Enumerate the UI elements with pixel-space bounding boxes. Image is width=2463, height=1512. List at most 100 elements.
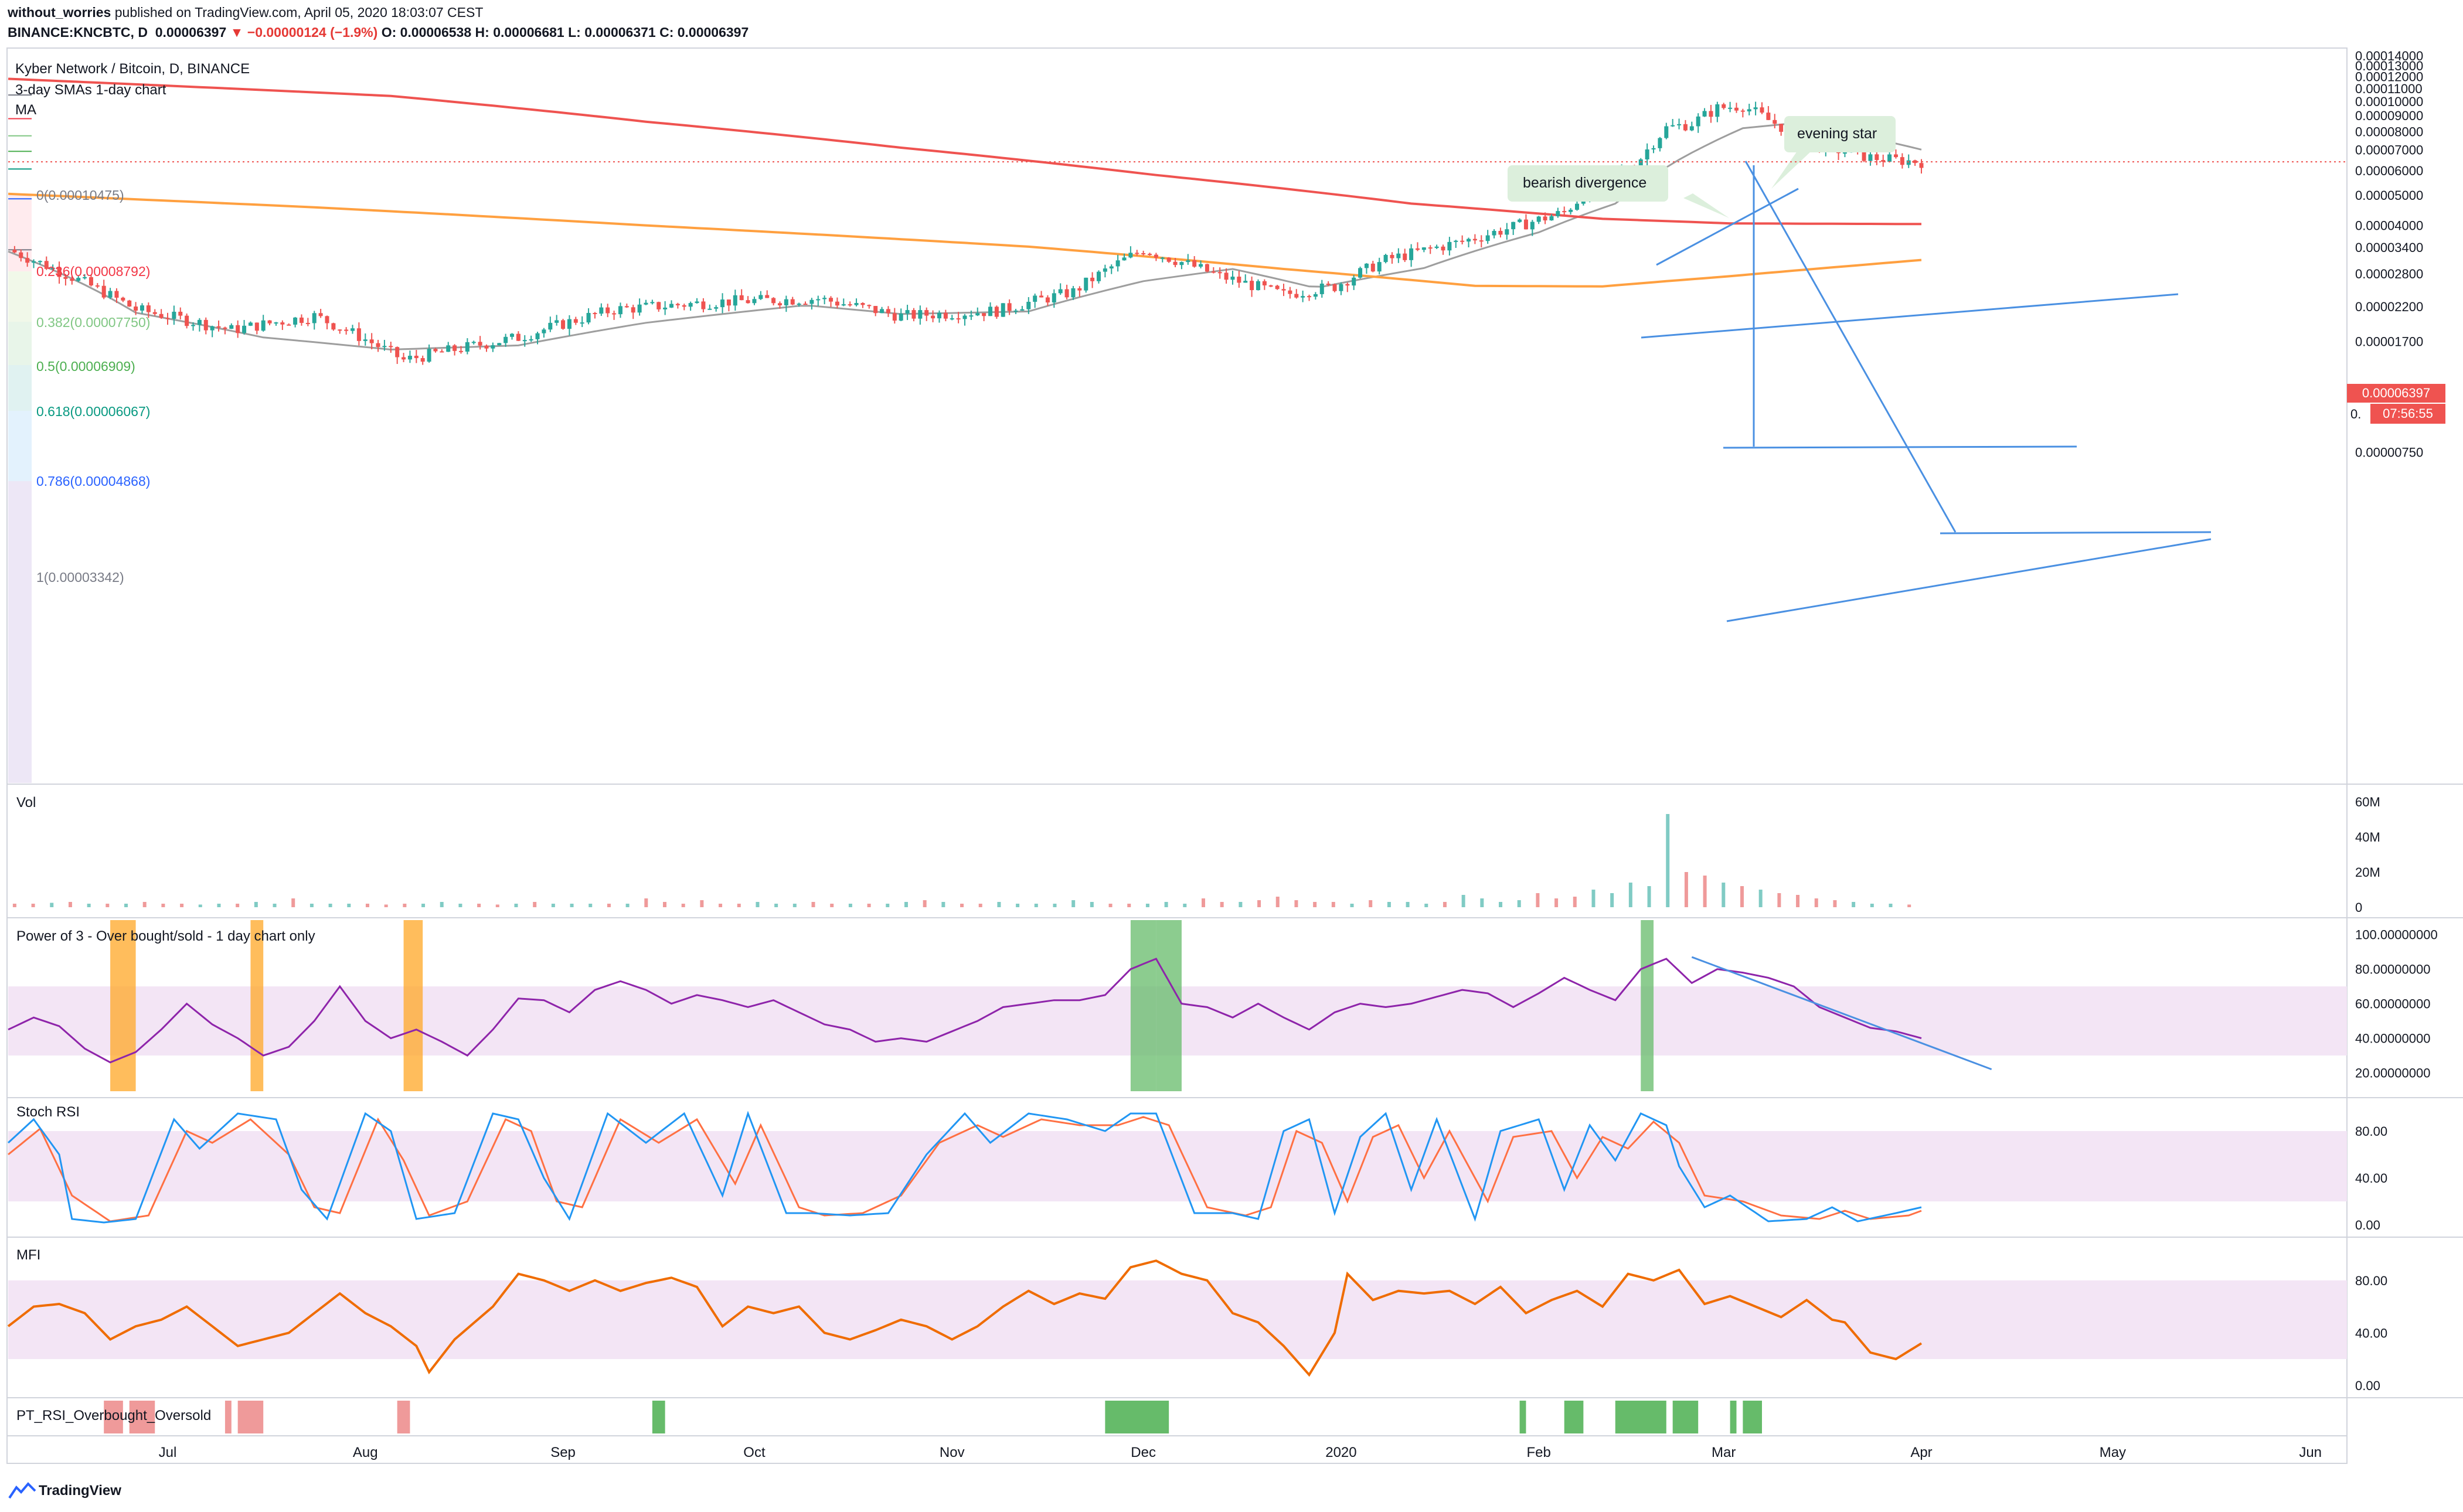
volume-bar[interactable] (1387, 902, 1391, 907)
candle-body[interactable] (1045, 297, 1050, 303)
volume-bar[interactable] (1127, 904, 1131, 907)
volume-bar[interactable] (1536, 893, 1540, 907)
candle-body[interactable] (305, 322, 310, 324)
candle-body[interactable] (962, 315, 967, 319)
candle-body[interactable] (1569, 209, 1573, 212)
candle-body[interactable] (918, 310, 923, 319)
volume-bar[interactable] (1406, 902, 1410, 907)
candle-body[interactable] (216, 326, 221, 328)
candle-body[interactable] (1262, 281, 1267, 285)
candle-body[interactable] (790, 299, 795, 305)
volume-bar[interactable] (551, 904, 555, 907)
candle-body[interactable] (988, 307, 993, 316)
candle-body[interactable] (1179, 262, 1184, 265)
power-trend-line[interactable] (1691, 956, 1992, 1071)
volume-bar[interactable] (1424, 904, 1428, 907)
candle-body[interactable] (491, 345, 495, 349)
candle-body[interactable] (1109, 266, 1114, 269)
bearish-divergence-callout[interactable]: bearish divergence (1508, 165, 1668, 202)
candle-body[interactable] (1893, 154, 1898, 158)
volume-bar[interactable] (941, 902, 945, 907)
candle-body[interactable] (280, 322, 285, 325)
pt-rsi-bar-10[interactable] (1672, 1401, 1699, 1433)
candle-body[interactable] (19, 252, 23, 258)
volume-bar[interactable] (960, 904, 964, 907)
candle-body[interactable] (867, 305, 872, 307)
candle-body[interactable] (618, 306, 622, 315)
volume-bar[interactable] (273, 904, 277, 907)
candle-body[interactable] (1715, 104, 1720, 117)
volume-bar[interactable] (1907, 904, 1911, 908)
volume-bar[interactable] (106, 904, 110, 907)
candle-body[interactable] (1256, 281, 1260, 291)
volume-bar[interactable] (1071, 900, 1076, 907)
candle-body[interactable] (433, 349, 438, 352)
candle-body[interactable] (873, 306, 878, 314)
candle-body[interactable] (351, 328, 355, 331)
candle-body[interactable] (89, 277, 93, 286)
candle-body[interactable] (1919, 163, 1924, 168)
volume-bar[interactable] (384, 904, 388, 908)
candle-body[interactable] (1319, 283, 1324, 294)
candle-body[interactable] (1033, 295, 1037, 302)
trend-line-5[interactable] (1940, 531, 2212, 534)
candle-body[interactable] (701, 301, 706, 309)
candle-body[interactable] (860, 303, 865, 305)
candle-body[interactable] (376, 343, 380, 348)
candle-body[interactable] (191, 325, 196, 326)
candle-body[interactable] (1530, 222, 1535, 230)
volume-bar[interactable] (1573, 897, 1577, 907)
volume-bar[interactable] (12, 904, 16, 907)
candle-body[interactable] (70, 278, 74, 281)
stoch-d-line[interactable] (8, 1116, 1922, 1222)
candle-body[interactable] (1906, 160, 1911, 165)
volume-bar[interactable] (1145, 904, 1149, 907)
volume-bar[interactable] (1591, 890, 1595, 907)
candle-body[interactable] (1887, 154, 1892, 162)
candle-body[interactable] (1403, 253, 1407, 260)
volume-bar[interactable] (31, 904, 35, 907)
candle-body[interactable] (784, 299, 788, 306)
trend-line-0[interactable] (1656, 188, 1799, 266)
candle-body[interactable] (38, 261, 42, 263)
candle-body[interactable] (605, 307, 610, 314)
volume-bar[interactable] (180, 904, 184, 907)
candle-body[interactable] (1115, 260, 1120, 267)
candle-body[interactable] (1007, 303, 1012, 311)
candle-body[interactable] (242, 325, 247, 333)
candle-body[interactable] (580, 322, 584, 324)
candle-body[interactable] (1230, 277, 1235, 280)
candle-body[interactable] (32, 261, 36, 263)
mfi-line[interactable] (7, 1259, 1923, 1377)
candle-body[interactable] (497, 343, 502, 346)
candle-body[interactable] (267, 320, 272, 323)
candle-body[interactable] (1313, 294, 1318, 297)
candle-body[interactable] (1683, 124, 1688, 131)
volume-bar[interactable] (161, 904, 165, 907)
candle-body[interactable] (554, 320, 559, 323)
candle-body[interactable] (338, 329, 342, 331)
candle-body[interactable] (1217, 272, 1222, 274)
candle-body[interactable] (356, 328, 361, 341)
volume-bar[interactable] (328, 904, 332, 907)
candle-body[interactable] (1090, 277, 1095, 281)
volume-bar[interactable] (663, 902, 667, 907)
candle-body[interactable] (937, 312, 941, 319)
candle-body[interactable] (1103, 268, 1107, 272)
candle-body[interactable] (1773, 120, 1777, 124)
candle-body[interactable] (1677, 124, 1682, 125)
volume-bar[interactable] (978, 904, 982, 907)
mfi-pane[interactable] (7, 1259, 2347, 1377)
candle-body[interactable] (1740, 110, 1745, 112)
candle-body[interactable] (185, 315, 189, 326)
pt-rsi-bar-7[interactable] (1519, 1401, 1526, 1433)
candle-body[interactable] (522, 340, 527, 342)
volume-bar[interactable] (1554, 898, 1559, 907)
volume-bar[interactable] (1443, 902, 1447, 907)
candle-body[interactable] (50, 267, 55, 269)
pt-rsi-bar-11[interactable] (1730, 1401, 1737, 1433)
candle-body[interactable] (440, 351, 444, 353)
candle-body[interactable] (229, 325, 234, 329)
candle-body[interactable] (369, 339, 374, 343)
candle-body[interactable] (1881, 160, 1886, 162)
